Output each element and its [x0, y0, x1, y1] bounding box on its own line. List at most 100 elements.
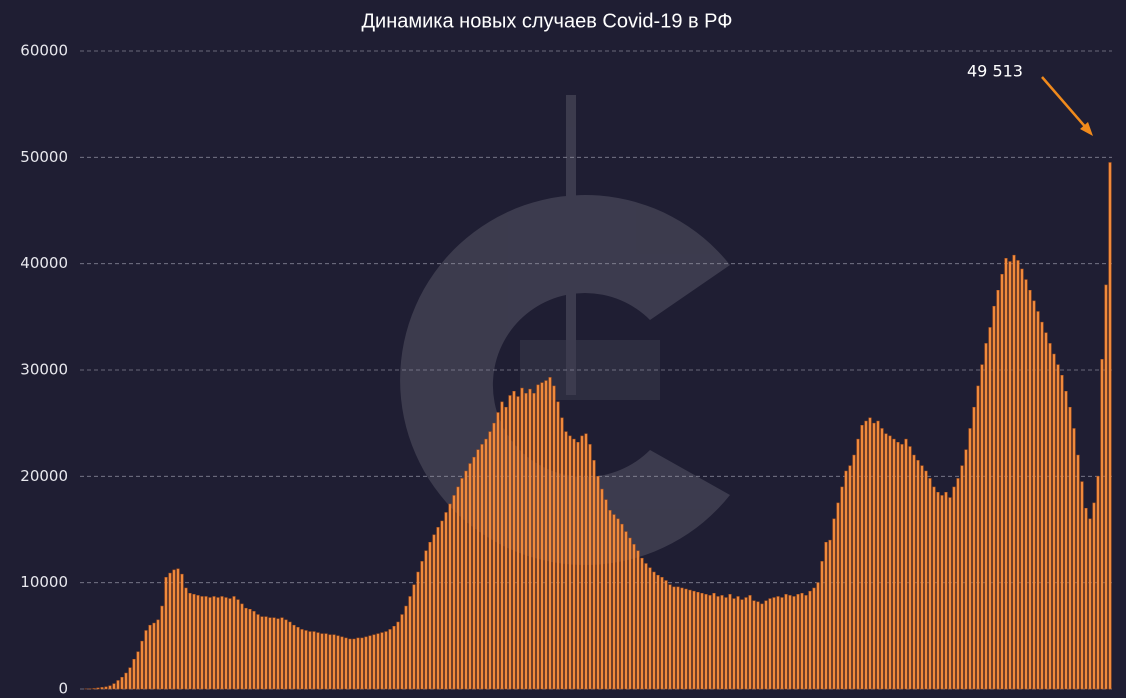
bar — [552, 385, 556, 690]
bar — [788, 595, 792, 690]
bar — [560, 417, 564, 690]
bar — [1032, 300, 1036, 690]
bar — [744, 597, 748, 690]
bar — [828, 539, 832, 690]
bar — [428, 542, 432, 690]
bar — [180, 573, 184, 690]
bar — [128, 667, 132, 690]
bar — [600, 488, 604, 690]
bar — [880, 428, 884, 690]
bar — [448, 503, 452, 690]
bar — [968, 428, 972, 690]
bar — [140, 640, 144, 690]
bar — [856, 438, 860, 690]
bar — [1008, 261, 1012, 690]
bar — [492, 422, 496, 690]
bar — [596, 476, 600, 690]
bar — [364, 636, 368, 690]
bar — [996, 290, 1000, 690]
bar — [700, 593, 704, 690]
y-tick-label: 50000 — [20, 148, 68, 166]
bar — [680, 587, 684, 690]
bar — [520, 387, 524, 690]
bar — [240, 603, 244, 690]
bar — [720, 595, 724, 690]
bar — [836, 502, 840, 690]
bar — [672, 586, 676, 690]
bar — [360, 637, 364, 690]
bar — [256, 614, 260, 690]
bar — [436, 527, 440, 690]
bar — [876, 420, 880, 690]
bar — [504, 406, 508, 690]
bar — [928, 478, 932, 690]
bar — [756, 601, 760, 690]
bar — [444, 512, 448, 690]
bar — [480, 444, 484, 690]
bar — [1016, 260, 1020, 690]
bar — [252, 611, 256, 690]
y-tick-label: 0 — [58, 680, 68, 698]
bar — [144, 630, 148, 690]
bar — [748, 595, 752, 690]
bar — [104, 686, 108, 690]
bar — [456, 486, 460, 690]
bar — [1080, 481, 1084, 690]
bar — [100, 687, 104, 690]
bar — [796, 594, 800, 690]
bars — [84, 162, 1112, 690]
bar — [808, 590, 812, 690]
bar — [352, 638, 356, 690]
bar — [432, 534, 436, 690]
bar — [692, 590, 696, 690]
bar — [724, 597, 728, 690]
y-tick-label: 20000 — [20, 467, 68, 485]
bar — [132, 658, 136, 690]
bar — [1044, 332, 1048, 690]
bar — [1096, 476, 1100, 690]
bar — [568, 435, 572, 690]
bar — [184, 587, 188, 690]
bar — [308, 631, 312, 690]
bar — [832, 518, 836, 690]
bar — [112, 683, 116, 690]
bar — [884, 433, 888, 690]
bar — [812, 587, 816, 690]
bar — [612, 514, 616, 690]
bar — [188, 593, 192, 690]
bar — [732, 598, 736, 690]
bar — [204, 596, 208, 690]
bar — [708, 595, 712, 690]
bar — [764, 600, 768, 690]
bar — [320, 633, 324, 690]
bar — [1068, 406, 1072, 690]
bar — [784, 594, 788, 690]
grid: 0 10000 20000 30000 40000 50000 60000 — [20, 42, 1112, 698]
bar — [716, 596, 720, 690]
bar — [668, 584, 672, 690]
bar — [572, 438, 576, 690]
y-tick-label: 40000 — [20, 254, 68, 272]
bar — [216, 597, 220, 690]
bar — [932, 486, 936, 690]
bar — [964, 449, 968, 690]
bar — [380, 632, 384, 690]
bar — [296, 627, 300, 690]
bar — [944, 492, 948, 690]
bar — [396, 621, 400, 690]
bar — [276, 618, 280, 690]
bar — [196, 595, 200, 690]
bar — [888, 435, 892, 690]
bar — [268, 617, 272, 690]
bar — [1064, 391, 1068, 690]
bar — [260, 616, 264, 690]
bar — [664, 580, 668, 690]
bar — [412, 584, 416, 690]
y-tick-label: 60000 — [20, 42, 68, 60]
bar — [908, 446, 912, 690]
bar — [148, 624, 152, 690]
bar — [512, 391, 516, 690]
bar — [772, 597, 776, 690]
bar — [300, 629, 304, 690]
bar — [604, 499, 608, 690]
